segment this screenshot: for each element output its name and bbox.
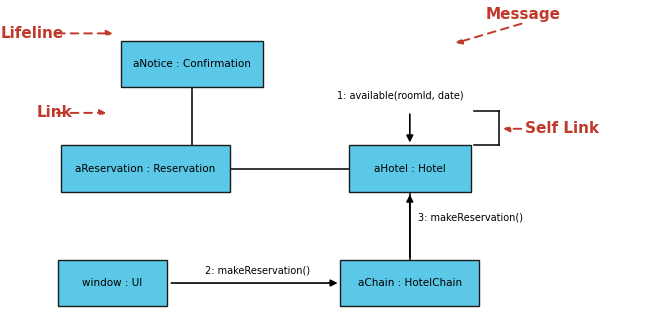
- Text: aReservation : Reservation: aReservation : Reservation: [75, 163, 215, 174]
- Text: Link: Link: [36, 105, 72, 121]
- Text: 1: available(roomId, date): 1: available(roomId, date): [337, 90, 464, 100]
- FancyBboxPatch shape: [120, 40, 263, 86]
- FancyBboxPatch shape: [349, 146, 471, 191]
- FancyBboxPatch shape: [61, 146, 230, 191]
- Text: Lifeline: Lifeline: [1, 26, 64, 41]
- Text: 3: makeReservation(): 3: makeReservation(): [418, 213, 523, 223]
- Text: 2: makeReservation(): 2: makeReservation(): [205, 265, 310, 275]
- Text: window : UI: window : UI: [82, 278, 143, 288]
- Text: Self Link: Self Link: [525, 121, 600, 136]
- Text: Message: Message: [486, 7, 561, 22]
- FancyBboxPatch shape: [340, 260, 479, 306]
- Text: aHotel : Hotel: aHotel : Hotel: [374, 163, 446, 174]
- FancyBboxPatch shape: [58, 260, 167, 306]
- Text: aChain : HotelChain: aChain : HotelChain: [358, 278, 462, 288]
- Text: aNotice : Confirmation: aNotice : Confirmation: [133, 59, 251, 69]
